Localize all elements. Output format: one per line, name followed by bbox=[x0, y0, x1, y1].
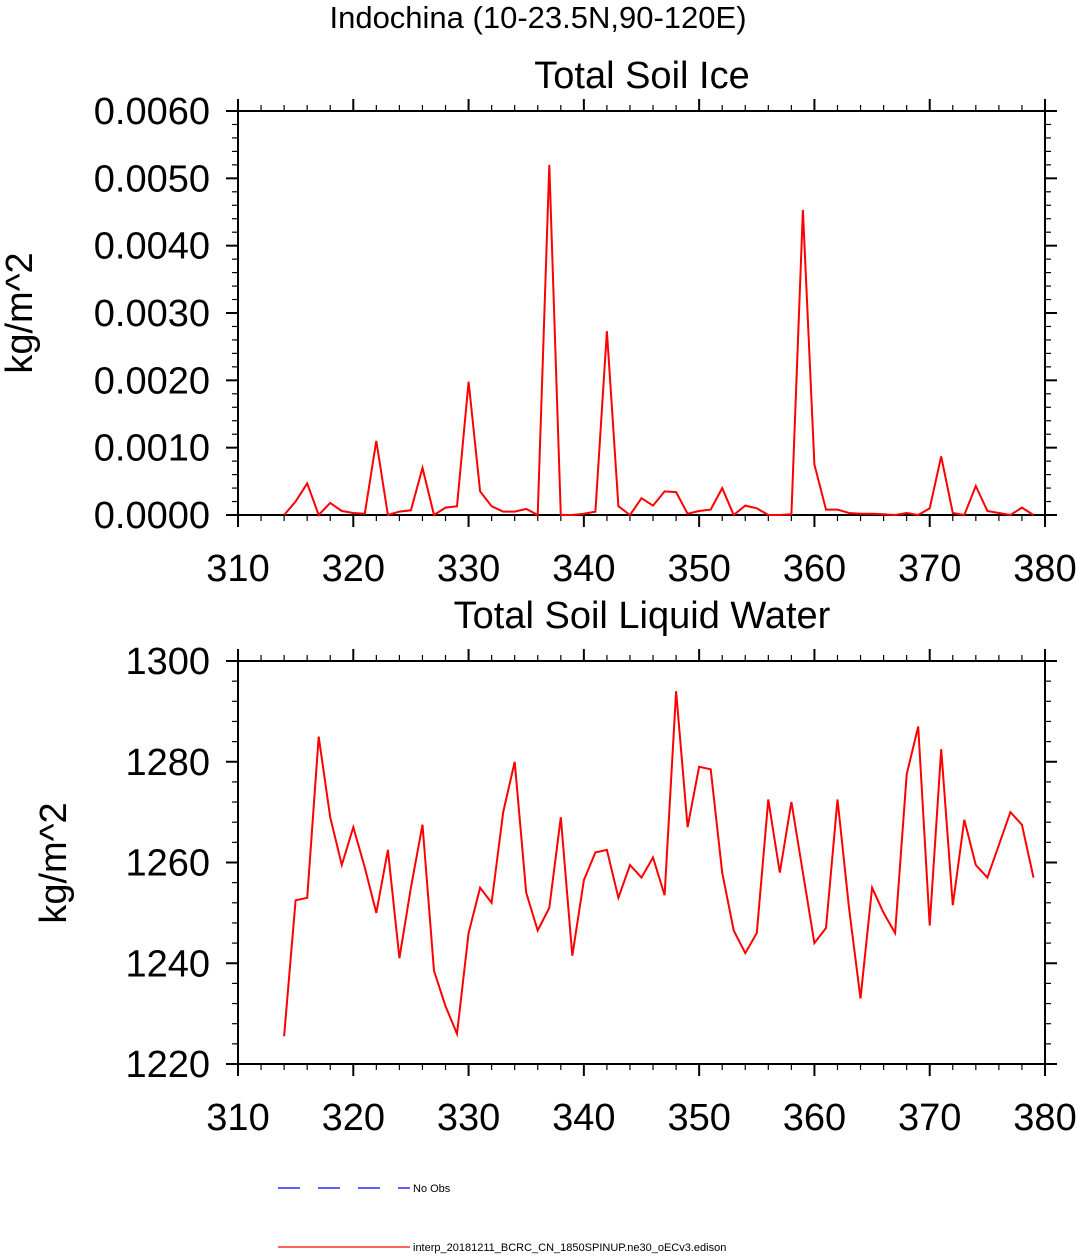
x-tick-label: 370 bbox=[898, 1097, 961, 1139]
y-tick-label: 0.0030 bbox=[94, 293, 210, 335]
y-tick-label: 1300 bbox=[125, 641, 210, 683]
chart-title: Total Soil Ice bbox=[534, 55, 749, 97]
y-tick-label: 0.0020 bbox=[94, 360, 210, 402]
chart-title: Total Soil Liquid Water bbox=[454, 595, 831, 637]
y-tick-label: 1280 bbox=[125, 742, 210, 784]
legend: No Obs interp_20181211_BCRC_CN_1850SPINU… bbox=[278, 1183, 726, 1254]
x-tick-label: 330 bbox=[437, 1097, 500, 1139]
y-tick-label: 1260 bbox=[125, 843, 210, 885]
x-tick-label: 310 bbox=[206, 1097, 269, 1139]
figure-title: Indochina (10-23.5N,90-120E) bbox=[329, 0, 746, 35]
plot-frame bbox=[237, 660, 1046, 1065]
x-tick-label: 350 bbox=[667, 548, 730, 590]
x-tick-label: 340 bbox=[552, 1097, 615, 1139]
y-tick-label: 1240 bbox=[125, 943, 210, 985]
y-tick-label: 0.0050 bbox=[94, 158, 210, 200]
x-tick-label: 370 bbox=[898, 548, 961, 590]
legend-label-no-obs: No Obs bbox=[413, 1183, 451, 1195]
x-tick-label: 310 bbox=[206, 548, 269, 590]
series-line bbox=[283, 164, 1035, 517]
soil-liquid-water-chart: Total Soil Liquid Water kg/m^2 310 320 330… bbox=[33, 595, 1077, 1139]
y-axis-label: kg/m^2 bbox=[0, 252, 41, 373]
y-tick-label: 1220 bbox=[125, 1044, 210, 1086]
y-tick-label: 0.0000 bbox=[94, 495, 210, 537]
x-tick-label: 320 bbox=[322, 548, 385, 590]
x-tick-label: 320 bbox=[322, 1097, 385, 1139]
x-tick-label: 380 bbox=[1013, 1097, 1076, 1139]
x-tick-label: 360 bbox=[783, 1097, 846, 1139]
x-tick-label: 380 bbox=[1013, 548, 1076, 590]
x-tick-label: 360 bbox=[783, 548, 846, 590]
y-tick-label: 0.0040 bbox=[94, 226, 210, 268]
series-line bbox=[283, 691, 1035, 1038]
y-axis-label: kg/m^2 bbox=[33, 802, 75, 923]
x-tick-label: 330 bbox=[437, 548, 500, 590]
soil-ice-chart: Total Soil Ice kg/m^2 310 320 330 340 350 360… bbox=[0, 55, 1077, 590]
plot-frame bbox=[237, 110, 1046, 516]
y-tick-label: 0.0010 bbox=[94, 428, 210, 470]
x-tick-label: 340 bbox=[552, 548, 615, 590]
legend-label-model: interp_20181211_BCRC_CN_1850SPINUP.ne30_… bbox=[413, 1242, 726, 1254]
y-tick-label: 0.0060 bbox=[94, 91, 210, 133]
x-tick-label: 350 bbox=[667, 1097, 730, 1139]
